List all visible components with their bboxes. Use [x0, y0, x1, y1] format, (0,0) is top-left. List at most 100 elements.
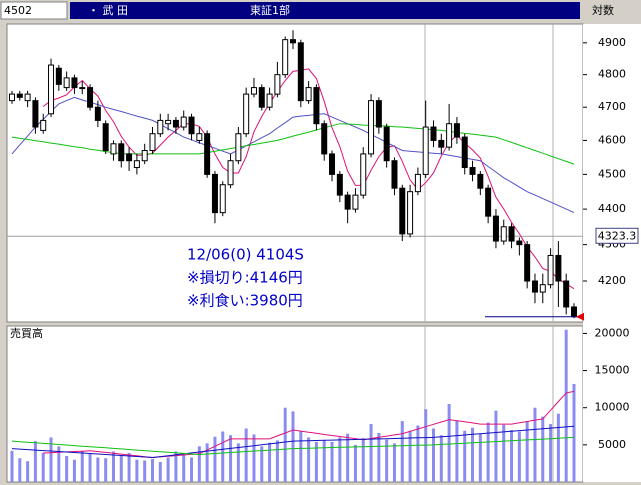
- candle-body: [227, 160, 234, 186]
- volume-bar: [478, 433, 482, 482]
- candle-body: [422, 126, 429, 175]
- volume-bar: [260, 446, 264, 482]
- volume-bar: [72, 459, 76, 482]
- volume-bar: [338, 437, 342, 482]
- candle-body: [383, 126, 390, 162]
- candle-body: [516, 240, 523, 246]
- annotation: 12/06(0) 4104S: [187, 246, 304, 264]
- candle-body: [524, 244, 531, 282]
- volume-bar: [463, 430, 467, 482]
- candle-body: [110, 143, 117, 155]
- candle-body: [126, 153, 133, 162]
- candle-body: [321, 123, 328, 155]
- candle-body: [87, 87, 94, 108]
- candle-body: [563, 280, 570, 308]
- price-marker: [576, 312, 584, 321]
- y-tick-label: 4600: [598, 133, 626, 146]
- candle-body: [360, 153, 367, 196]
- volume-bar: [57, 446, 61, 482]
- candle-body: [16, 93, 23, 98]
- y-tick-label: 5000: [598, 438, 626, 451]
- volume-bar: [385, 439, 389, 482]
- volume-bar: [236, 443, 240, 482]
- volume-bar: [205, 443, 209, 482]
- volume-bar: [41, 453, 45, 482]
- volume-bar: [135, 459, 139, 482]
- candle-body: [235, 133, 242, 162]
- volume-bar: [486, 422, 490, 482]
- volume-average: [11, 425, 575, 459]
- volume-bar: [127, 453, 131, 482]
- volume-bar: [143, 460, 147, 482]
- candle-body: [40, 119, 47, 131]
- volume-average: [11, 436, 575, 456]
- y-tick-label: 15000: [595, 364, 630, 377]
- candle-body: [188, 116, 195, 135]
- volume-bar: [564, 329, 568, 482]
- volume-bar: [299, 431, 303, 482]
- stock-name: ・ 武 田: [88, 4, 128, 17]
- y-tick-label: 4200: [598, 274, 626, 287]
- volume-bar: [18, 458, 22, 482]
- candle-body: [485, 187, 492, 217]
- volume-bar: [213, 436, 217, 482]
- candle-body: [157, 119, 164, 135]
- volume-bar: [268, 442, 272, 482]
- volume-bar: [572, 383, 576, 482]
- candle-body: [407, 191, 414, 235]
- candle-body: [500, 226, 507, 242]
- candle-body: [266, 93, 273, 108]
- market: 東証1部: [250, 3, 290, 17]
- candle-body: [282, 39, 289, 76]
- candle-body: [219, 184, 226, 214]
- candle-body: [55, 67, 62, 85]
- volume-bar: [65, 456, 69, 482]
- scale-mode[interactable]: 対数: [592, 3, 614, 17]
- volume-bar: [447, 404, 451, 482]
- volume-bar: [494, 410, 498, 482]
- y-tick-label: 4700: [598, 100, 626, 113]
- candle-body: [9, 93, 15, 102]
- volume-bar: [502, 424, 506, 482]
- volume-bar: [174, 451, 178, 482]
- volume-bar: [416, 425, 420, 482]
- volume-bar: [517, 431, 521, 482]
- volume-bar: [104, 458, 108, 482]
- candle-body: [94, 106, 101, 121]
- volume-bar: [471, 427, 475, 482]
- candle-body: [344, 194, 351, 210]
- candle-body: [438, 139, 445, 148]
- candle-body: [48, 64, 55, 115]
- candle-body: [414, 173, 421, 193]
- volume-bar: [252, 434, 256, 482]
- candle-body: [63, 77, 70, 89]
- volume-bar: [88, 453, 92, 482]
- candle-body: [305, 87, 312, 102]
- y-tick-label: 4900: [598, 36, 626, 49]
- candle-body: [172, 119, 179, 128]
- volume-bar: [166, 457, 170, 482]
- code-box: [0, 1, 68, 20]
- volume-bar: [392, 443, 396, 482]
- candle-body: [446, 123, 453, 148]
- candle-body: [274, 74, 281, 95]
- candle-body: [24, 93, 31, 102]
- candle-body: [204, 133, 211, 175]
- volume-bar: [361, 438, 365, 482]
- volume-bar: [307, 437, 311, 482]
- candle-body: [243, 93, 250, 135]
- volume-bar: [439, 435, 443, 482]
- volume-bar: [96, 457, 100, 482]
- candle-body: [211, 173, 218, 214]
- candle-body: [118, 143, 125, 162]
- candle-body: [102, 123, 109, 152]
- volume-average: [43, 390, 575, 459]
- volume-bar: [556, 413, 560, 482]
- volume-bar: [525, 421, 529, 482]
- candle-body: [430, 126, 437, 141]
- volume-bar: [182, 455, 186, 482]
- volume-bar: [291, 411, 295, 482]
- volume-bar: [49, 437, 53, 482]
